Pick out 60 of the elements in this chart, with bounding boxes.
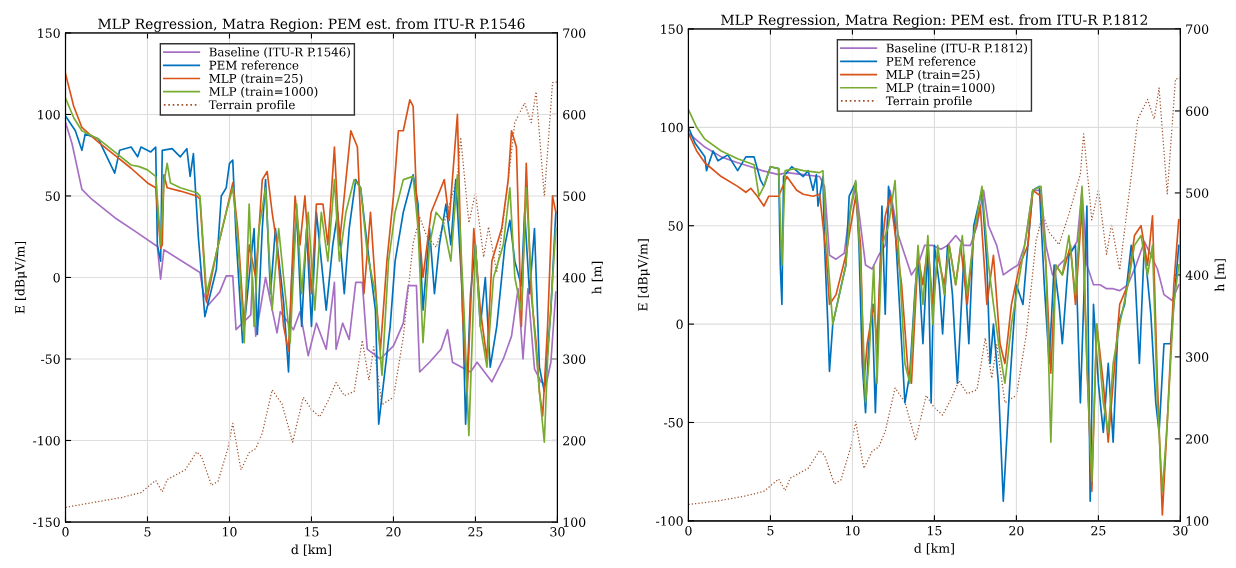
y-tick-label: -150 <box>33 517 60 527</box>
y-tick-label: 150 <box>38 28 60 38</box>
chart-title: MLP Regression, Matra Region: PEM est. from ITU-R P.1812 <box>721 14 1148 28</box>
x-tick-label: 10 <box>846 525 860 536</box>
legend-label: MLP (train=1000) <box>209 86 318 98</box>
y2-tick-label: 400 <box>562 272 586 283</box>
x-tick-label: 25 <box>1091 525 1106 536</box>
y2-tick-label: 100 <box>563 517 586 527</box>
y-tick-label: 0 <box>53 272 60 283</box>
y2-tick-label: 100 <box>1186 516 1209 526</box>
y2-tick-label: 300 <box>563 354 586 364</box>
y-tick-label: -100 <box>656 516 683 526</box>
x-tick-label: 0 <box>685 525 692 536</box>
y-tick-label: 50 <box>668 221 683 231</box>
x-tick-label: 25 <box>468 527 483 537</box>
x-tick-label: 20 <box>386 527 401 537</box>
y2-tick-label: 200 <box>1186 434 1209 444</box>
y-axis-title: E [dBμV/m] <box>14 241 28 314</box>
y-tick-label: 0 <box>676 319 683 330</box>
legend-label: PEM reference <box>886 56 976 66</box>
line-series <box>688 132 1180 302</box>
x-tick-label: 15 <box>305 527 319 537</box>
x-axis-title: d [km] <box>914 543 954 555</box>
legend-label: Baseline (ITU-R P.1812) <box>886 43 1027 55</box>
legend-label: MLP (train=1000) <box>886 82 995 94</box>
legend-label: Terrain profile <box>208 100 295 112</box>
y2-axis-title: h [m] <box>1214 259 1226 292</box>
x-tick-label: 30 <box>1173 525 1188 536</box>
y-tick-label: 100 <box>38 109 60 120</box>
y-tick-label: 150 <box>661 24 683 34</box>
y-tick-label: 50 <box>45 191 60 201</box>
legend-label: PEM reference <box>209 60 299 70</box>
x-tick-label: 5 <box>767 526 774 536</box>
y2-tick-label: 500 <box>1186 188 1209 198</box>
y2-tick-label: 300 <box>1186 352 1209 362</box>
x-axis-title: d [km] <box>291 544 331 556</box>
y2-tick-label: 500 <box>563 191 586 201</box>
legend-label: MLP (train=25) <box>886 69 980 81</box>
y-tick-label: -50 <box>664 417 683 428</box>
legend-label: Terrain profile <box>885 96 972 108</box>
x-tick-label: 0 <box>62 527 69 537</box>
y-axis-title: E [dBμV/m] <box>637 239 650 311</box>
y2-tick-label: 200 <box>563 435 586 446</box>
y-tick-label: -50 <box>41 354 60 364</box>
y2-tick-label: 700 <box>1186 24 1209 34</box>
x-tick-label: 20 <box>1009 525 1024 536</box>
x-tick-label: 15 <box>927 525 942 536</box>
y2-tick-label: 600 <box>1186 106 1209 116</box>
x-tick-label: 30 <box>550 527 565 537</box>
y-tick-label: 100 <box>661 122 683 133</box>
legend-label: Baseline (ITU-R P.1546) <box>209 47 350 59</box>
y-tick-label: -100 <box>33 435 60 446</box>
y2-tick-label: 400 <box>1185 270 1209 280</box>
legend-label: MLP (train=25) <box>209 73 303 85</box>
y2-tick-label: 700 <box>563 28 586 38</box>
x-tick-label: 10 <box>223 527 237 537</box>
chart-title: MLP Regression, Matra Region: PEM est. from ITU-R P.1546 <box>98 18 525 32</box>
y2-axis-title: h [m] <box>591 261 603 294</box>
y2-tick-label: 600 <box>563 109 586 120</box>
x-tick-label: 5 <box>144 527 151 537</box>
